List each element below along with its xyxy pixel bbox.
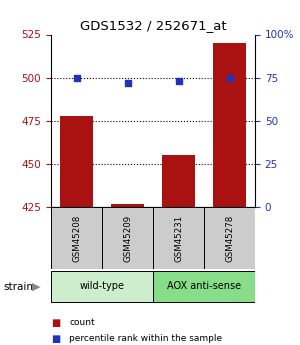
Text: GSM45209: GSM45209 <box>123 215 132 262</box>
Text: GSM45208: GSM45208 <box>72 215 81 262</box>
Bar <box>111 204 144 207</box>
Title: GDS1532 / 252671_at: GDS1532 / 252671_at <box>80 19 226 32</box>
FancyBboxPatch shape <box>102 207 153 269</box>
Text: percentile rank within the sample: percentile rank within the sample <box>69 334 222 343</box>
Point <box>125 80 130 86</box>
FancyBboxPatch shape <box>51 207 102 269</box>
FancyBboxPatch shape <box>204 207 255 269</box>
FancyBboxPatch shape <box>153 271 255 302</box>
Text: strain: strain <box>3 282 33 292</box>
Text: ▶: ▶ <box>32 282 40 292</box>
Bar <box>162 155 195 207</box>
Point <box>227 75 232 80</box>
Text: GSM45231: GSM45231 <box>174 215 183 262</box>
Bar <box>60 116 93 207</box>
Point <box>176 78 181 84</box>
Text: ■: ■ <box>51 334 60 344</box>
Point <box>74 75 79 80</box>
Text: AOX anti-sense: AOX anti-sense <box>167 282 241 291</box>
Text: ■: ■ <box>51 318 60 327</box>
Text: count: count <box>69 318 94 327</box>
Text: wild-type: wild-type <box>80 282 124 291</box>
Text: GSM45278: GSM45278 <box>225 215 234 262</box>
FancyBboxPatch shape <box>51 271 153 302</box>
Bar <box>213 43 246 207</box>
FancyBboxPatch shape <box>153 207 204 269</box>
